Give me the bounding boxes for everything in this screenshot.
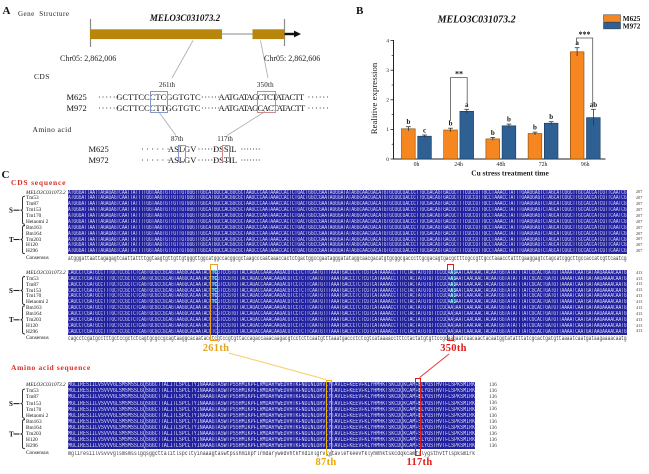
svg-text:c: c xyxy=(423,127,426,135)
svg-text:Cu stress treatment time: Cu stress treatment time xyxy=(471,169,549,178)
svg-text:72h: 72h xyxy=(539,162,548,168)
svg-text:3: 3 xyxy=(386,68,389,74)
svg-text:S: S xyxy=(9,207,13,215)
svg-text:Realitive expression: Realitive expression xyxy=(369,62,379,134)
svg-text:b: b xyxy=(449,120,453,128)
svg-text:**: ** xyxy=(455,70,463,79)
svg-text:b: b xyxy=(533,124,537,132)
svg-text:1: 1 xyxy=(386,127,389,133)
svg-text:96h: 96h xyxy=(581,162,590,168)
svg-text:S: S xyxy=(9,287,13,295)
svg-text:T: T xyxy=(9,236,14,244)
svg-text:M972: M972 xyxy=(623,23,641,31)
svg-text:4: 4 xyxy=(386,38,389,44)
svg-text:0h: 0h xyxy=(414,162,420,168)
svg-text:ab: ab xyxy=(590,101,598,109)
svg-text:MELO3C031073.2: MELO3C031073.2 xyxy=(437,15,516,26)
svg-text:a: a xyxy=(575,39,579,47)
svg-text:T: T xyxy=(9,316,14,324)
svg-text:S: S xyxy=(9,400,13,408)
svg-text:24h: 24h xyxy=(454,162,463,168)
svg-text:b: b xyxy=(491,129,495,137)
svg-text:***: *** xyxy=(579,30,591,39)
svg-text:2: 2 xyxy=(386,98,389,104)
svg-text:M625: M625 xyxy=(623,15,641,23)
svg-text:b: b xyxy=(549,113,553,121)
svg-text:T: T xyxy=(9,430,14,438)
svg-text:b: b xyxy=(406,118,410,126)
svg-text:b: b xyxy=(507,116,511,124)
svg-text:0: 0 xyxy=(386,157,389,163)
svg-text:48h: 48h xyxy=(497,162,506,168)
